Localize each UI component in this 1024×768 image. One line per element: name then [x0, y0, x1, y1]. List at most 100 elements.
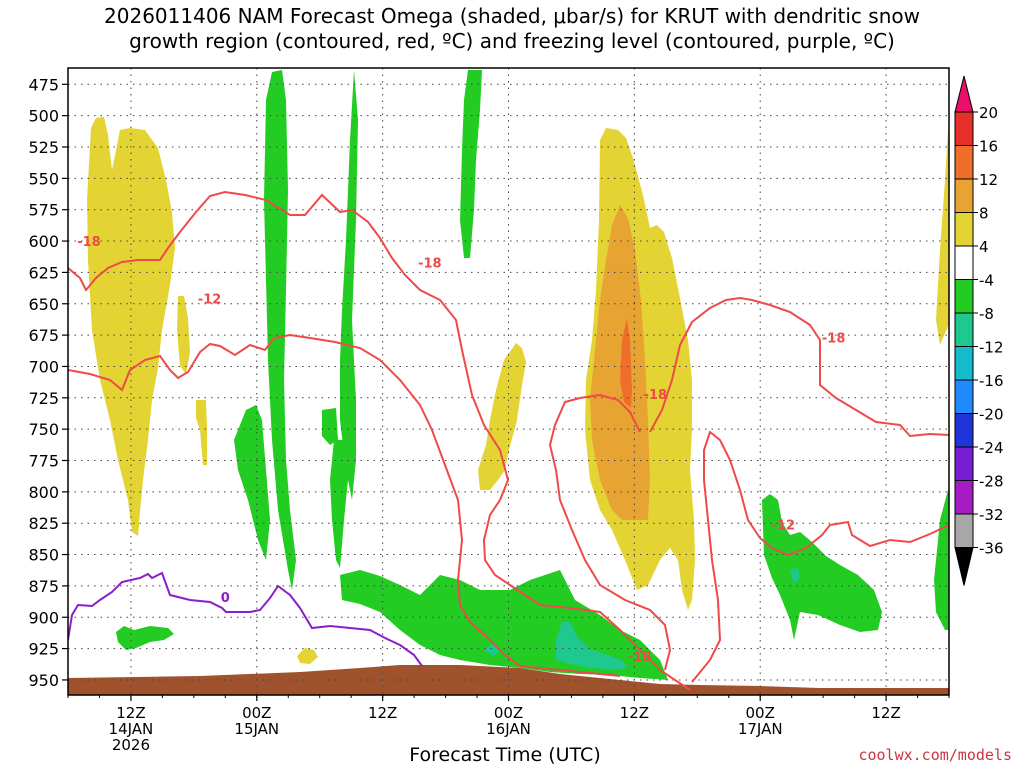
colorbar-label: -36	[979, 540, 1004, 558]
omega-descent-region	[460, 70, 482, 258]
chart-title-line1: 2026011406 NAM Forecast Omega (shaded, μ…	[104, 4, 920, 28]
colorbar-swatch	[954, 111, 974, 146]
omega-descent-region	[264, 70, 296, 590]
site-credit: coolwx.com/models	[858, 746, 1012, 764]
colorbar-label: 8	[979, 205, 989, 223]
contour-labels: -18 -12 -18 -18 -18 -12 -18 0	[77, 235, 846, 665]
x-tick-label: 00Z	[494, 704, 523, 722]
contour-label: -18	[822, 332, 846, 347]
colorbar-swatch	[954, 212, 974, 247]
colorbar-swatch	[954, 312, 974, 347]
omega-descent-strong	[790, 568, 800, 584]
colorbar-label: -32	[979, 506, 1004, 524]
freezing-level-contour-line	[68, 571, 423, 667]
colorbar-label: -8	[979, 305, 994, 323]
omega-descent-region	[340, 70, 358, 500]
omega-ascent-strong	[590, 205, 650, 520]
omega-descent-strong	[556, 622, 628, 670]
colorbar-swatch	[954, 446, 974, 481]
y-tick-label: 625	[28, 263, 59, 282]
y-tick-label: 925	[28, 640, 59, 659]
y-tick-label: 500	[28, 107, 59, 126]
y-tick-label: 850	[28, 546, 59, 565]
omega-ascent-region	[87, 117, 175, 536]
y-tick-label: 900	[28, 608, 59, 627]
colorbar-label: -16	[979, 372, 1004, 390]
dendritic-contour-line	[68, 190, 691, 691]
contour-label: -12	[198, 293, 222, 308]
colorbar-swatch	[954, 480, 974, 515]
y-tick-label: 525	[28, 138, 59, 157]
contour-label: 0	[221, 591, 230, 606]
x-axis-title: Forecast Time (UTC)	[409, 744, 601, 766]
colorbar-swatch	[954, 245, 974, 280]
x-tick-label: 15JAN	[234, 720, 279, 738]
y-tick-label: 825	[28, 514, 59, 533]
omega-ascent-stronger	[620, 318, 632, 408]
y-tick-label: 575	[28, 201, 59, 220]
y-tick-label: 750	[28, 420, 59, 439]
omega-descent-region	[330, 440, 348, 568]
omega-shading	[68, 70, 949, 695]
colorbar-top-arrow	[954, 75, 974, 113]
contour-label: -18	[418, 256, 442, 271]
x-tick-label: 12Z	[620, 704, 649, 722]
colorbar-swatch	[954, 413, 974, 448]
omega-descent-region	[322, 408, 338, 445]
x-tick-label: 12Z	[368, 704, 397, 722]
colorbar-label: 4	[979, 238, 989, 256]
y-tick-label: 475	[28, 75, 59, 94]
colorbar-bottom-arrow	[954, 547, 974, 586]
contours	[68, 190, 949, 691]
colorbar-swatch	[954, 379, 974, 414]
y-tick-label: 700	[28, 357, 59, 376]
gridlines	[68, 68, 949, 695]
omega-descent-region	[116, 626, 174, 650]
colorbar-swatch	[954, 513, 974, 548]
y-tick-label: 800	[28, 483, 59, 502]
colorbar-label: 16	[979, 138, 998, 156]
colorbar-label: -4	[979, 272, 994, 290]
x-tick-label: 2026	[112, 736, 150, 754]
omega-descent-region	[762, 494, 882, 640]
contour-label: -18	[628, 650, 652, 665]
colorbar-label: -12	[979, 339, 1004, 357]
contour-label: -12	[772, 518, 796, 533]
omega-ascent-region	[478, 343, 526, 490]
x-tick-label: 16JAN	[486, 720, 531, 738]
y-tick-label: 950	[28, 671, 59, 690]
colorbar-label: -28	[979, 473, 1004, 491]
colorbar-swatch	[954, 145, 974, 180]
colorbar-label: 20	[979, 104, 998, 122]
x-tick-label: 17JAN	[738, 720, 783, 738]
y-tick-label: 650	[28, 295, 59, 314]
contour-label: -18	[644, 388, 668, 403]
omega-descent-region	[934, 490, 949, 630]
colorbar-label: 12	[979, 171, 998, 189]
omega-ascent-region	[196, 400, 207, 465]
x-tick-label: 14JAN	[109, 720, 154, 738]
x-tick-label: 00Z	[242, 704, 271, 722]
chart-title: 2026011406 NAM Forecast Omega (shaded, μ…	[0, 4, 1024, 54]
omega-ascent-region	[297, 648, 318, 664]
omega-ascent-region	[177, 296, 190, 374]
y-tick-label: 875	[28, 577, 59, 596]
y-tick-label: 675	[28, 326, 59, 345]
dendritic-contour-line	[548, 393, 672, 671]
y-tick-label: 550	[28, 169, 59, 188]
y-tick-label: 600	[28, 232, 59, 251]
x-tick-label: 12Z	[871, 704, 900, 722]
dendritic-contour-line	[68, 333, 621, 677]
x-tick-label: 00Z	[746, 704, 775, 722]
dendritic-contour-line	[691, 430, 949, 683]
y-tick-label: 775	[28, 452, 59, 471]
colorbar-label: -24	[979, 439, 1004, 457]
colorbar-swatch	[954, 279, 974, 314]
y-axis: 475 500 525 550 575 600 625 650 675 700 725 750 775 8…	[28, 75, 68, 690]
contour-label: -18	[77, 235, 101, 250]
colorbar: 20 16 12 8 4 -4 -8 -12 -16 -20 -24 -28 -32 -36	[954, 75, 1004, 586]
x-tick-label: 12Z	[116, 704, 145, 722]
colorbar-label: -20	[979, 406, 1004, 424]
